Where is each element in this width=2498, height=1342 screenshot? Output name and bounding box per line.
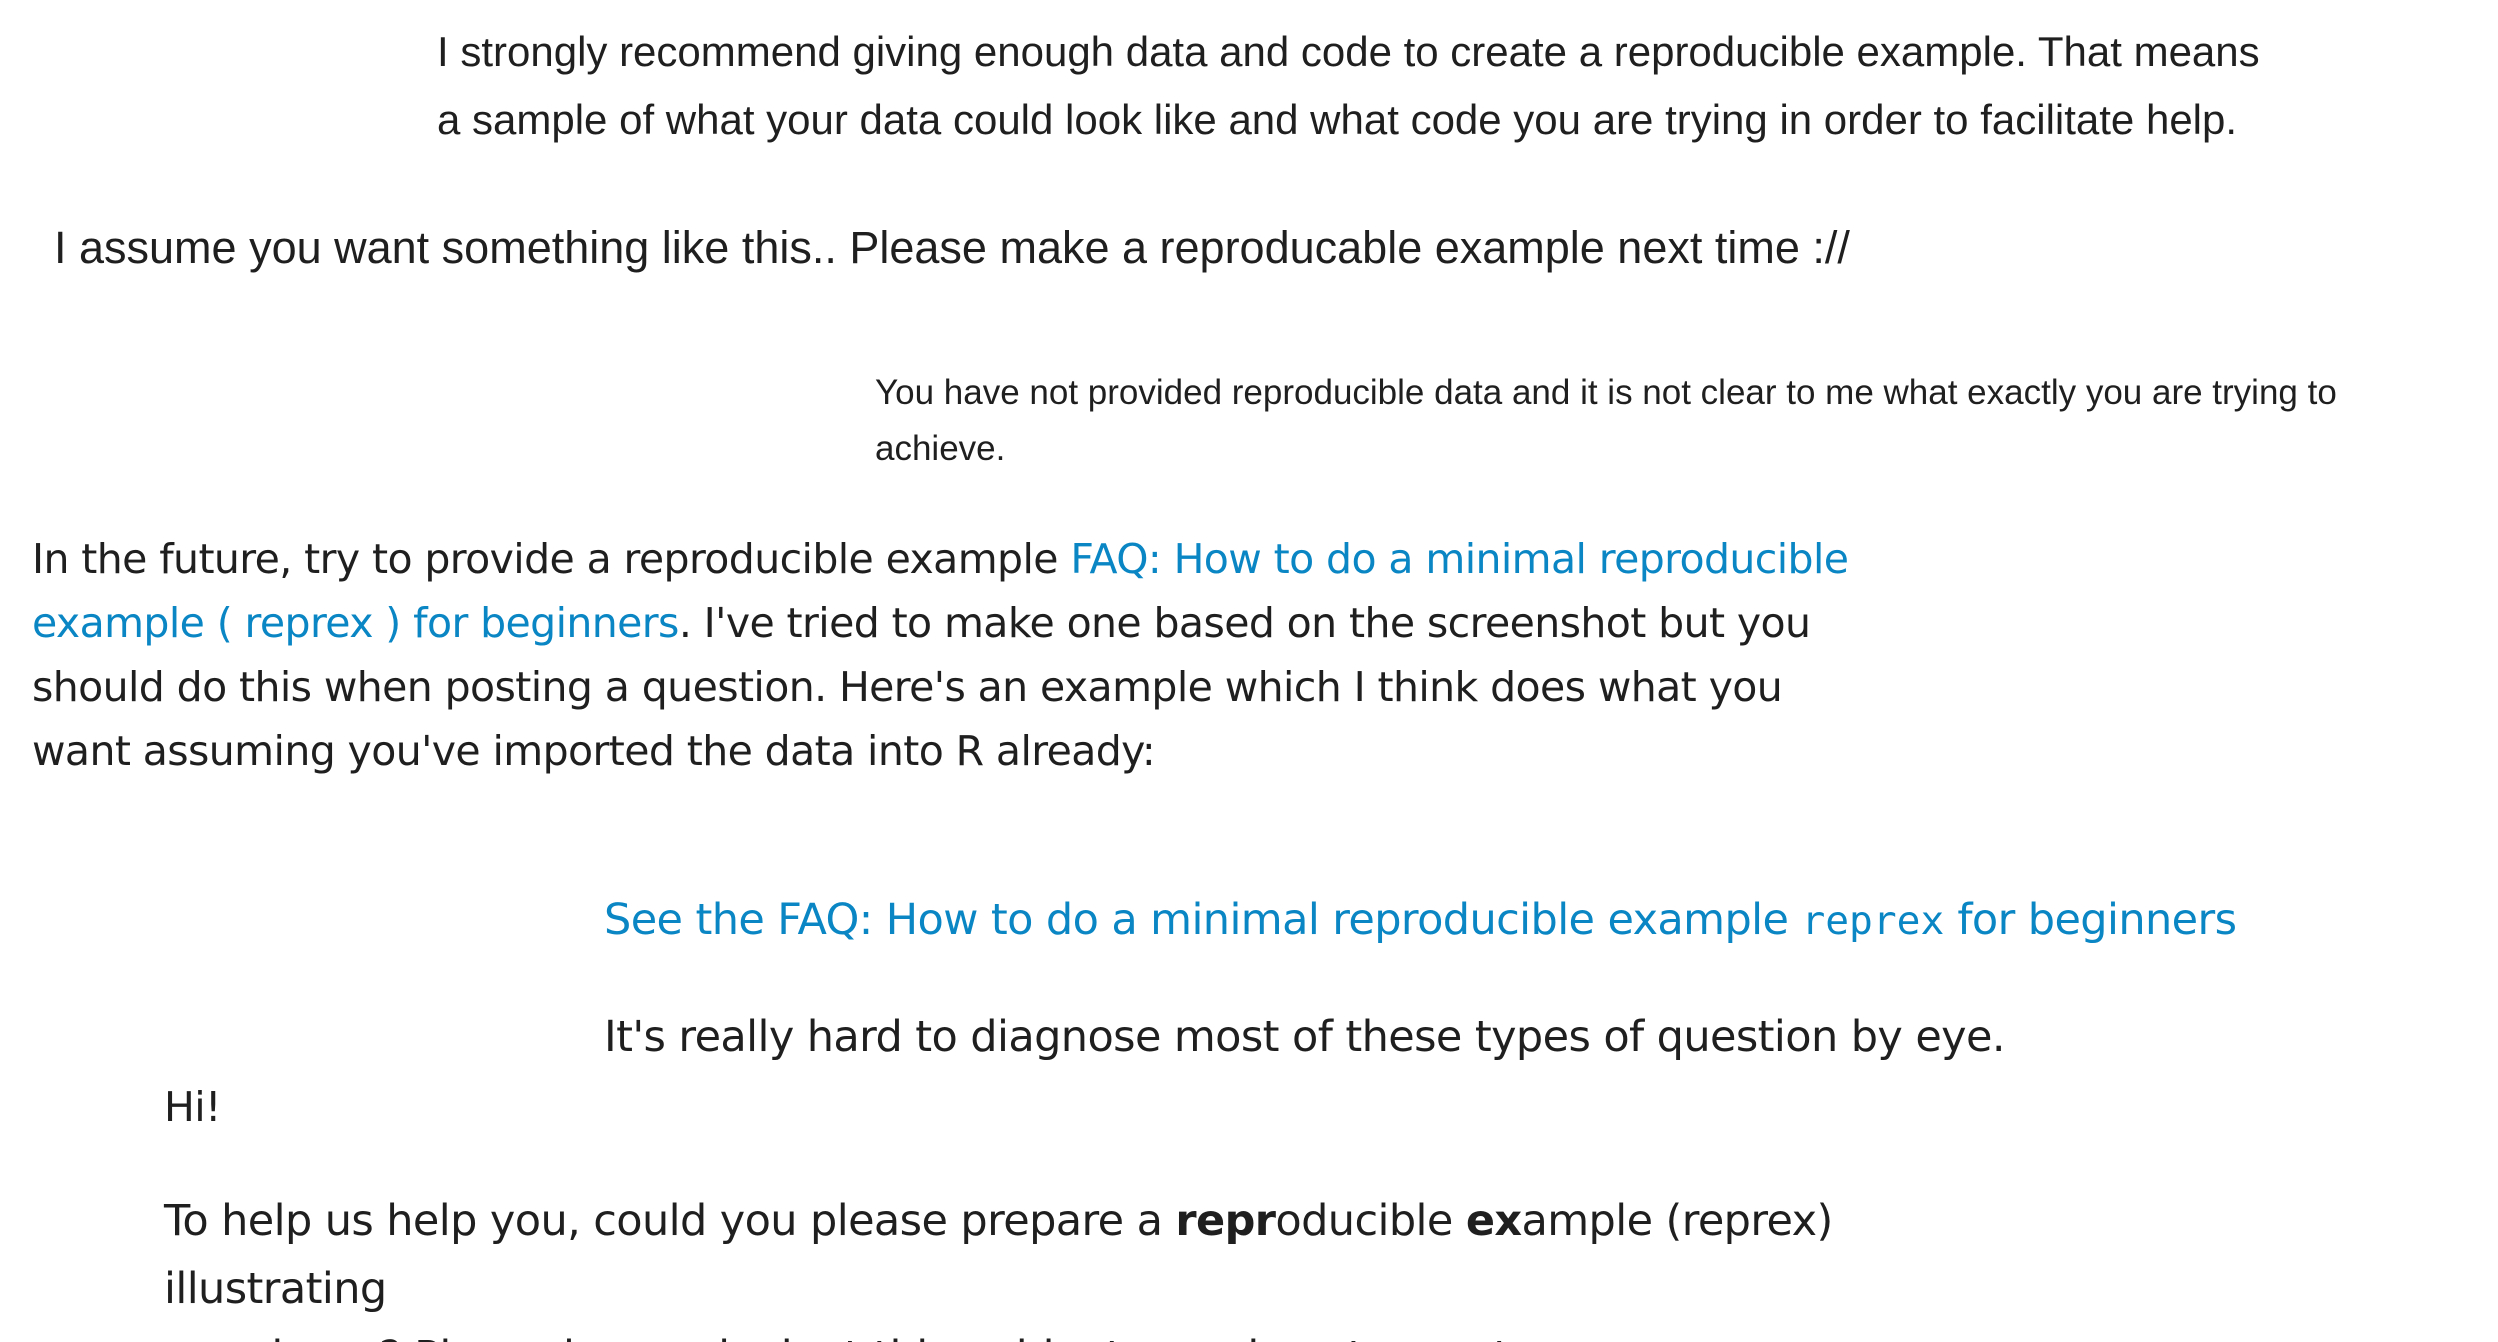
not-provided-line-2: achieve. bbox=[875, 429, 1006, 468]
recommend-line-2: a sample of what your data could look li… bbox=[437, 96, 2238, 143]
see-faq-pre: See the FAQ: How to do a minimal reprodu… bbox=[604, 895, 1802, 945]
help-us-bold-repr: repr bbox=[1175, 1196, 1276, 1246]
greeting-text: Hi! bbox=[164, 1077, 564, 1137]
help-us-t2: oducible bbox=[1275, 1196, 1466, 1246]
diagnose-line: It's really hard to diagnose most of the… bbox=[604, 1012, 2006, 1062]
recommend-line-1: I strongly recommend giving enough data … bbox=[437, 28, 2260, 75]
see-faq-post: for beginners bbox=[1944, 895, 2237, 945]
help-us-line-2: your issue? Please have a look at this g… bbox=[164, 1332, 1641, 1342]
future-line-4: want assuming you've imported the data i… bbox=[32, 727, 1156, 775]
reprex-recommendation-text: I strongly recommend giving enough data … bbox=[437, 18, 2437, 154]
future-lead: In the future, try to provide a reproduc… bbox=[32, 535, 1071, 583]
not-provided-line-1: You have not provided reproducible data … bbox=[875, 373, 2337, 412]
see-faq-link[interactable]: See the FAQ: How to do a minimal reprodu… bbox=[604, 895, 2237, 945]
see-faq-line: See the FAQ: How to do a minimal reprodu… bbox=[604, 890, 2454, 951]
help-us-t3: ample (reprex) illustrating bbox=[164, 1196, 1833, 1314]
future-after-link: . I've tried to make one based on the sc… bbox=[678, 599, 1811, 647]
help-us-bold-ex: ex bbox=[1465, 1196, 1522, 1246]
help-us-paragraph: To help us help you, could you please pr… bbox=[164, 1187, 2064, 1342]
assume-line: I assume you want something like this.. … bbox=[54, 222, 1850, 273]
faq-reprex-link-part-1[interactable]: FAQ: How to do a minimal reproducible bbox=[1070, 535, 1849, 583]
hi-line: Hi! bbox=[164, 1083, 221, 1131]
faq-reprex-link-part-2[interactable]: example ( reprex ) for beginners bbox=[32, 599, 679, 647]
future-line-3: should do this when posting a question. … bbox=[32, 663, 1783, 711]
future-reprex-paragraph: In the future, try to provide a reproduc… bbox=[32, 527, 1852, 783]
reprex-code: reprex bbox=[1801, 898, 1945, 944]
not-provided-text: You have not provided reproducible data … bbox=[875, 365, 2490, 477]
assume-text: I assume you want something like this.. … bbox=[54, 218, 2254, 278]
diagnose-text: It's really hard to diagnose most of the… bbox=[604, 1007, 2454, 1067]
help-us-t1: To help us help you, could you please pr… bbox=[164, 1196, 1176, 1246]
